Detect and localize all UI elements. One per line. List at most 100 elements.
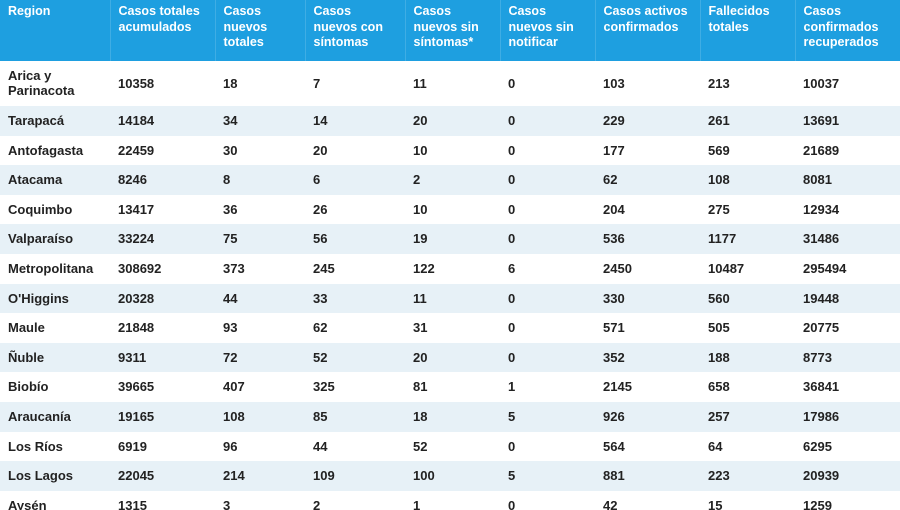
cell-value: 39665: [110, 372, 215, 402]
cell-value: 19165: [110, 402, 215, 432]
cell-value: 122: [405, 254, 500, 284]
cell-value: 257: [700, 402, 795, 432]
cell-value: 2: [405, 165, 500, 195]
covid-regions-table: Region Casos totales acumulados Casos nu…: [0, 0, 900, 510]
cell-value: 81: [405, 372, 500, 402]
col-region: Region: [0, 0, 110, 61]
cell-value: 564: [595, 432, 700, 462]
cell-value: 8: [215, 165, 305, 195]
cell-value: 1: [405, 491, 500, 510]
cell-value: 36841: [795, 372, 900, 402]
cell-value: 373: [215, 254, 305, 284]
cell-value: 0: [500, 343, 595, 373]
cell-value: 571: [595, 313, 700, 343]
cell-value: 204: [595, 195, 700, 225]
cell-region: Biobío: [0, 372, 110, 402]
cell-value: 5: [500, 402, 595, 432]
cell-value: 177: [595, 136, 700, 166]
table-row: Los Ríos69199644520564646295: [0, 432, 900, 462]
cell-value: 8246: [110, 165, 215, 195]
table-row: Coquimbo13417362610020427512934: [0, 195, 900, 225]
cell-value: 1259: [795, 491, 900, 510]
table-row: Arica y Parinacota1035818711010321310037: [0, 61, 900, 106]
col-nuevos-totales: Casos nuevos totales: [215, 0, 305, 61]
cell-value: 33: [305, 284, 405, 314]
cell-value: 0: [500, 432, 595, 462]
cell-value: 20: [405, 106, 500, 136]
cell-value: 229: [595, 106, 700, 136]
cell-value: 10358: [110, 61, 215, 106]
cell-value: 26: [305, 195, 405, 225]
cell-value: 352: [595, 343, 700, 373]
cell-value: 505: [700, 313, 795, 343]
cell-value: 85: [305, 402, 405, 432]
cell-value: 13691: [795, 106, 900, 136]
cell-region: Antofagasta: [0, 136, 110, 166]
cell-value: 22045: [110, 461, 215, 491]
cell-value: 245: [305, 254, 405, 284]
table-row: Aysén1315321042151259: [0, 491, 900, 510]
cell-value: 7: [305, 61, 405, 106]
cell-value: 20: [305, 136, 405, 166]
table-row: Ñuble931172522003521888773: [0, 343, 900, 373]
cell-value: 56: [305, 224, 405, 254]
cell-value: 109: [305, 461, 405, 491]
cell-value: 42: [595, 491, 700, 510]
cell-value: 14184: [110, 106, 215, 136]
cell-value: 6295: [795, 432, 900, 462]
cell-value: 308692: [110, 254, 215, 284]
cell-value: 21689: [795, 136, 900, 166]
cell-region: Tarapacá: [0, 106, 110, 136]
cell-value: 8773: [795, 343, 900, 373]
cell-value: 75: [215, 224, 305, 254]
cell-value: 33224: [110, 224, 215, 254]
cell-value: 44: [305, 432, 405, 462]
cell-value: 881: [595, 461, 700, 491]
col-fallecidos: Fallecidos totales: [700, 0, 795, 61]
cell-region: O'Higgins: [0, 284, 110, 314]
cell-value: 10: [405, 136, 500, 166]
cell-value: 0: [500, 284, 595, 314]
col-activos: Casos activos confirmados: [595, 0, 700, 61]
cell-value: 62: [305, 313, 405, 343]
cell-value: 0: [500, 195, 595, 225]
cell-region: Araucanía: [0, 402, 110, 432]
table-row: Atacama82468620621088081: [0, 165, 900, 195]
cell-value: 330: [595, 284, 700, 314]
cell-value: 100: [405, 461, 500, 491]
cell-value: 93: [215, 313, 305, 343]
cell-value: 31: [405, 313, 500, 343]
cell-value: 0: [500, 165, 595, 195]
cell-value: 658: [700, 372, 795, 402]
cell-value: 295494: [795, 254, 900, 284]
cell-value: 0: [500, 136, 595, 166]
cell-value: 22459: [110, 136, 215, 166]
cell-value: 96: [215, 432, 305, 462]
cell-value: 0: [500, 313, 595, 343]
cell-value: 2: [305, 491, 405, 510]
cell-value: 8081: [795, 165, 900, 195]
cell-value: 560: [700, 284, 795, 314]
cell-value: 0: [500, 106, 595, 136]
cell-value: 6: [305, 165, 405, 195]
cell-value: 108: [700, 165, 795, 195]
cell-value: 223: [700, 461, 795, 491]
cell-value: 11: [405, 61, 500, 106]
cell-region: Arica y Parinacota: [0, 61, 110, 106]
cell-region: Maule: [0, 313, 110, 343]
cell-region: Ñuble: [0, 343, 110, 373]
cell-value: 72: [215, 343, 305, 373]
cell-value: 34: [215, 106, 305, 136]
cell-value: 17986: [795, 402, 900, 432]
cell-value: 20775: [795, 313, 900, 343]
cell-value: 569: [700, 136, 795, 166]
cell-value: 188: [700, 343, 795, 373]
cell-region: Valparaíso: [0, 224, 110, 254]
cell-region: Atacama: [0, 165, 110, 195]
cell-value: 44: [215, 284, 305, 314]
cell-value: 0: [500, 224, 595, 254]
cell-region: Los Ríos: [0, 432, 110, 462]
table-row: Tarapacá14184341420022926113691: [0, 106, 900, 136]
cell-region: Metropolitana: [0, 254, 110, 284]
table-header: Region Casos totales acumulados Casos nu…: [0, 0, 900, 61]
